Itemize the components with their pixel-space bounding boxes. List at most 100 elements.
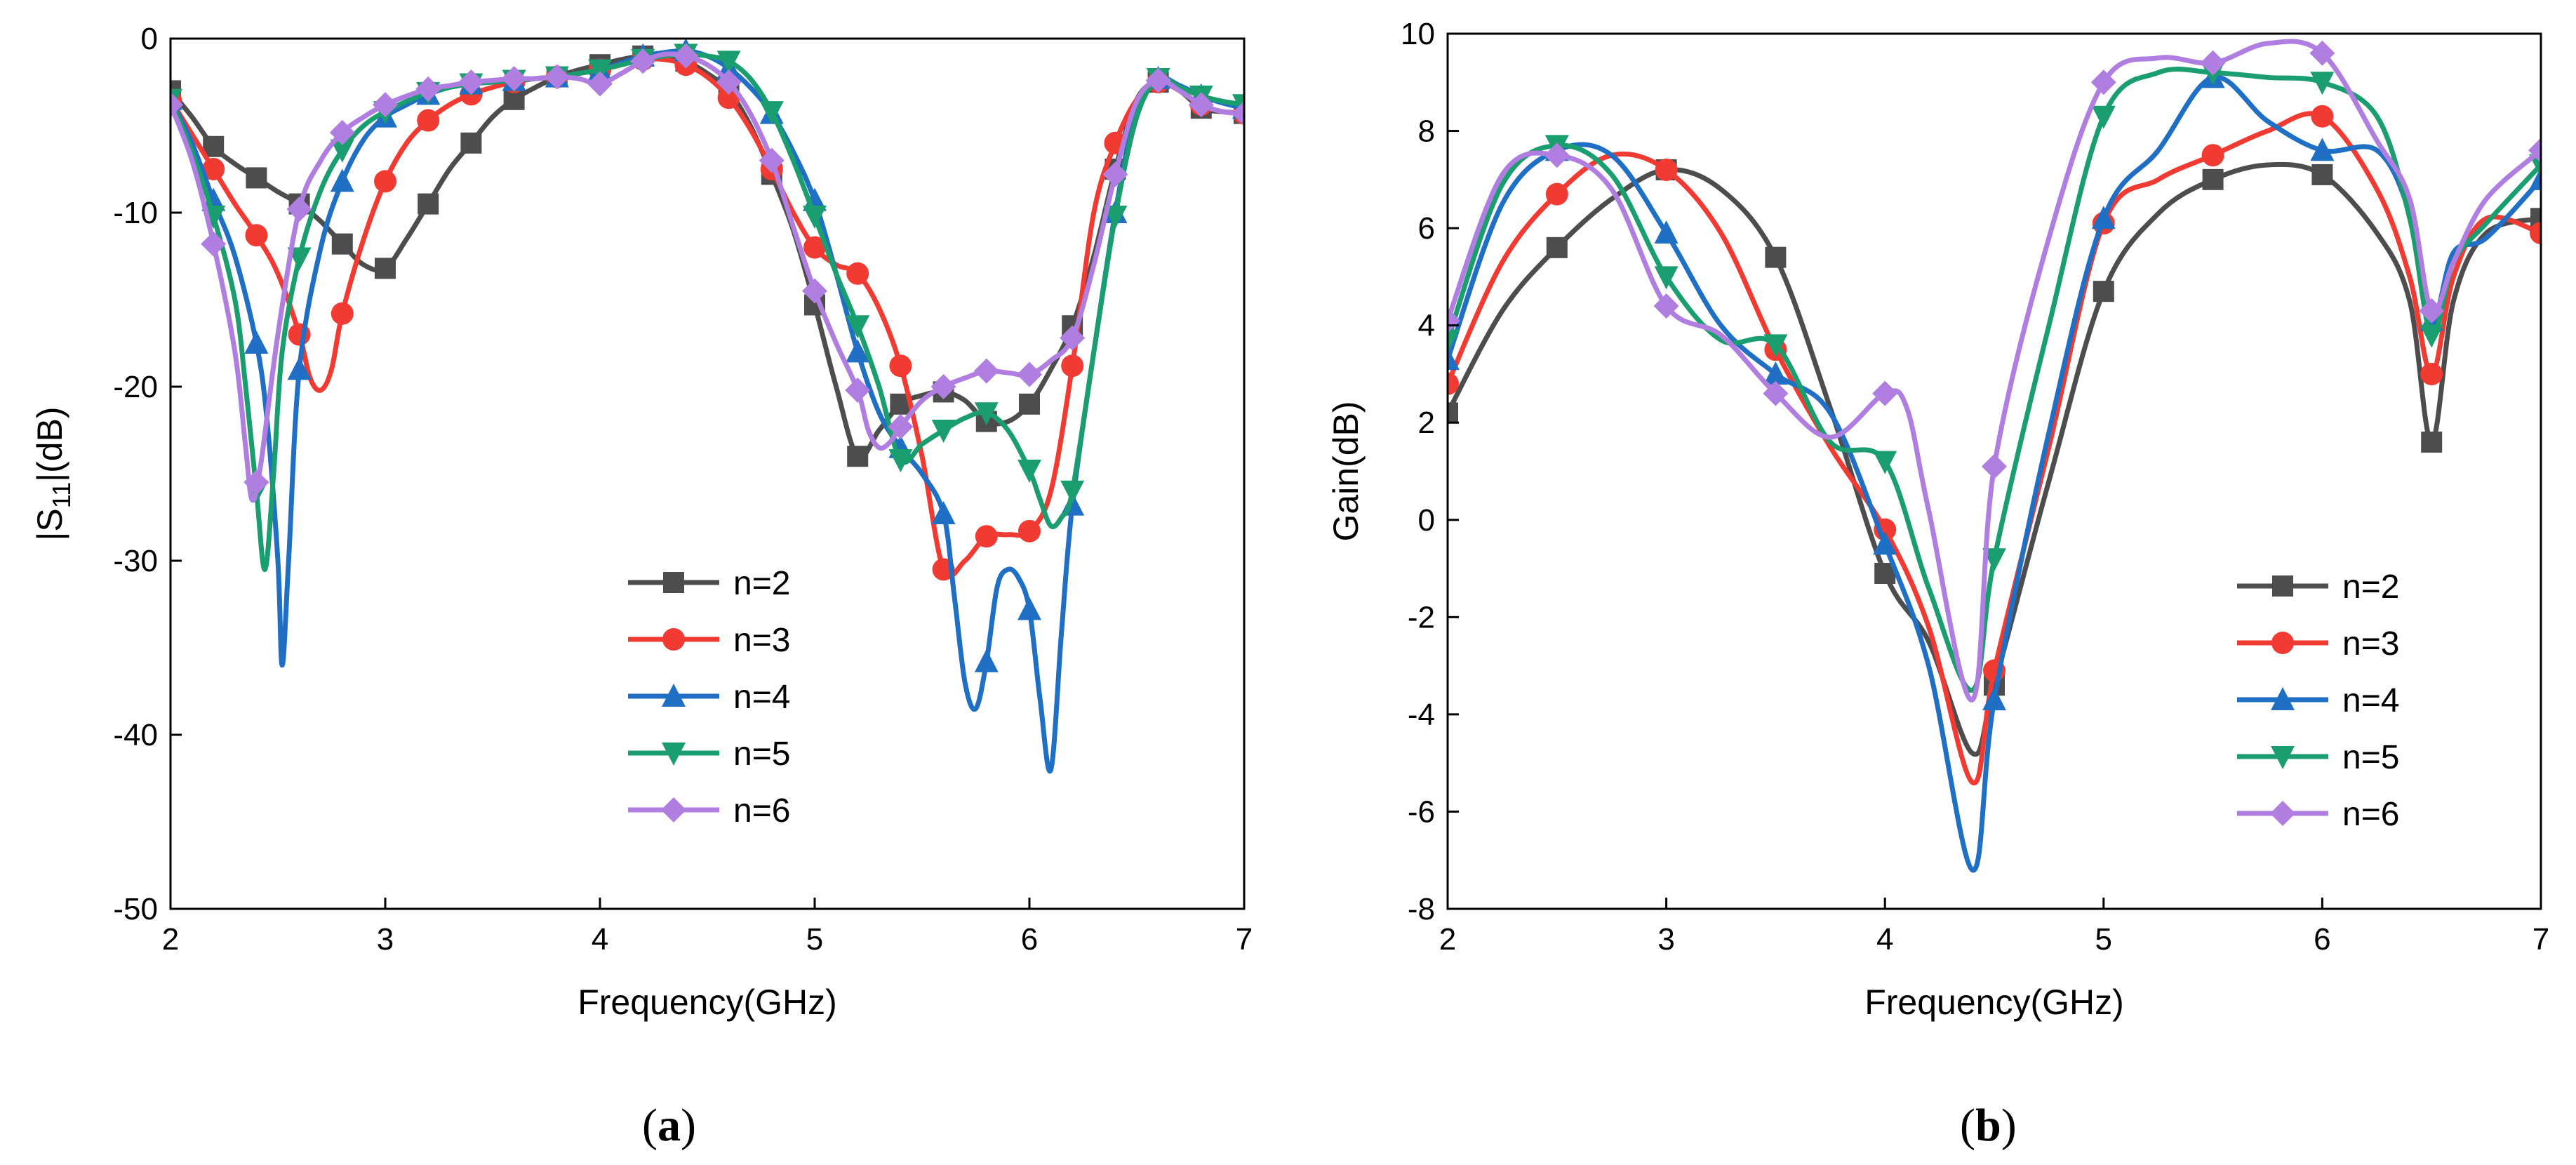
x-tick-label: 4 [1876,922,1893,957]
data-point-n=4-2 [1654,220,1679,244]
data-point-n=2-9 [2421,431,2443,453]
data-point-n=5-3 [1763,334,1788,358]
legend-marker-n=6 [661,797,686,823]
data-point-n=5-0 [1448,329,1460,353]
legend-marker-n=3 [2271,632,2294,654]
x-tick-label: 2 [1439,922,1456,957]
y-tick-label: -50 [113,892,158,926]
data-point-n=2-16 [847,446,869,467]
data-point-n=3-6 [417,109,440,132]
data-point-n=5-2 [1654,266,1679,290]
data-point-n=6-18 [930,374,956,399]
data-point-n=5-20 [1017,460,1041,484]
data-point-n=6-4 [329,119,355,145]
legend-label-n=5: n=5 [733,735,790,773]
data-point-n=6-20 [1017,361,1042,387]
data-point-n=2-5 [375,258,396,279]
data-point-n=4-20 [1017,597,1041,620]
data-point-n=3-2 [1655,158,1678,181]
data-point-n=5-18 [931,420,956,443]
data-point-n=6-3 [1763,380,1789,406]
series-n=3 [171,48,1244,581]
legend-label-n=3: n=3 [733,622,790,659]
data-point-n=4-4 [330,168,354,192]
data-point-n=4-19 [974,648,999,672]
data-point-n=3-21 [1061,354,1084,378]
series-line-n=4 [171,48,1244,774]
y-tick-label: 4 [1418,309,1435,343]
data-point-n=6-6 [2090,69,2116,95]
x-tick-label: 4 [592,922,608,957]
data-point-n=5-21 [1060,480,1085,504]
data-point-n=6-13 [716,69,742,95]
legend-label-n=2: n=2 [733,565,790,602]
data-point-n=6-8 [501,66,527,92]
y-tick-label: 0 [141,22,158,56]
data-point-n=3-9 [2420,362,2443,385]
data-point-n=4-4 [1873,531,1897,555]
data-point-n=5-22 [1103,205,1128,229]
data-point-n=4-0 [1448,347,1460,371]
legend-marker-n=4 [2271,687,2295,710]
panel-label: (b) [1960,1100,2017,1151]
data-point-n=6-1 [1544,142,1570,168]
data-point-n=6-2 [243,470,269,495]
data-point-n=6-8 [2309,40,2335,66]
x-tick-label: 5 [2095,922,2112,957]
data-point-n=4-8 [2310,138,2335,161]
x-axis-title: Frequency(GHz) [1864,983,2124,1022]
data-point-n=2-1 [1546,237,1568,258]
legend-marker-n=3 [662,628,685,651]
data-point-n=3-4 [331,302,354,325]
data-point-n=4-16 [846,339,870,363]
data-point-n=3-15 [803,236,826,259]
data-point-n=5-14 [759,101,784,125]
legend-label-n=2: n=2 [2342,568,2399,606]
data-point-n=6-0 [171,92,183,118]
x-tick-label: 3 [1657,922,1674,957]
data-point-n=6-17 [888,414,914,440]
data-point-n=3-8 [2311,105,2334,128]
data-point-n=3-5 [374,170,396,193]
data-point-n=3-0 [1448,372,1459,395]
legend-label-n=4: n=4 [2342,682,2399,719]
data-point-n=3-16 [846,262,869,285]
chart-panel-a: 2 3 4 5 6 7 0 -10 -20 -30 -40 -50 Frequency(GHz) |S11… [30,22,1253,1151]
data-point-n=2-8 [2311,164,2333,185]
data-point-n=6-9 [2419,298,2445,324]
data-point-n=3-20 [1018,519,1041,542]
data-point-n=2-4 [331,233,353,255]
y-axis-title: Gain(dB) [1326,401,1366,541]
data-point-n=6-10 [2528,138,2541,164]
data-point-n=2-7 [2202,168,2224,190]
y-tick-label: -6 [1408,794,1435,829]
legend-label-n=3: n=3 [2342,625,2399,663]
y-tick-label: 0 [1418,503,1435,538]
legend-marker-n=6 [2270,801,2295,826]
data-point-n=6-6 [415,76,441,102]
x-tick-label: 3 [377,922,394,957]
data-point-n=3-19 [975,525,998,548]
data-point-n=5-13 [716,51,741,74]
data-point-n=6-14 [759,147,785,173]
legend-marker-n=2 [2272,575,2293,597]
x-tick-label: 2 [162,922,179,957]
data-point-n=3-10 [2530,222,2541,245]
x-tick-label: 5 [806,922,823,957]
data-point-n=6-3 [286,197,312,222]
y-tick-label: -8 [1408,892,1435,926]
y-tick-label: -4 [1408,698,1435,732]
series-n=2 [171,45,1244,467]
data-point-n=6-0 [1448,307,1460,333]
data-point-n=5-16 [846,315,870,339]
legend-label-n=5: n=5 [2342,739,2399,776]
data-point-n=5-17 [888,449,913,473]
data-point-n=6-9 [544,64,570,90]
chart-panel-b: 2 3 4 5 6 7 10 8 6 4 2 0 -2 -4 -6 -8 Frequency(GHz) Gain(… [1326,17,2549,1151]
data-point-n=5-5 [1982,548,2006,572]
data-point-n=4-3 [1763,361,1788,385]
series-n=5 [171,44,1244,572]
data-point-n=6-5 [1982,453,2007,479]
y-tick-label: -30 [113,544,158,578]
